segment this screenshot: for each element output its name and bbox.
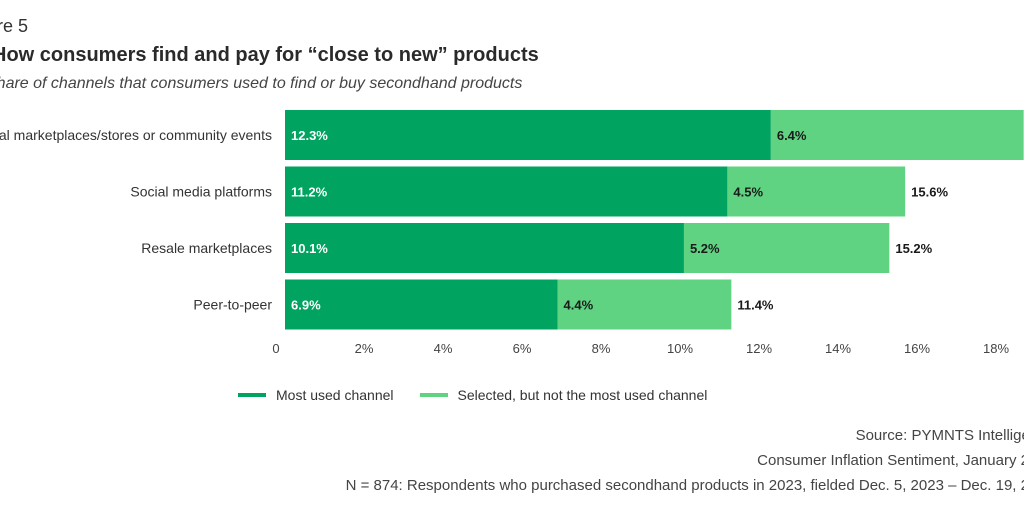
legend-label-most-used: Most used channel	[276, 387, 394, 403]
legend-swatch-most-used	[238, 393, 266, 397]
bar-chart: Local marketplaces/stores or community e…	[0, 110, 1024, 356]
category-label: Social media platforms	[130, 184, 272, 200]
total-label: 15.2%	[895, 241, 932, 256]
x-tick-label: 10%	[667, 341, 693, 356]
data-label: 11.2%	[291, 185, 328, 200]
x-tick-label: 18%	[983, 341, 1009, 356]
x-tick-label: 8%	[592, 341, 611, 356]
source-line-3: N = 874: Respondents who purchased secon…	[345, 477, 1024, 494]
source-line-1: Source: PYMNTS Intelligence	[855, 427, 1024, 444]
data-label: 6.4%	[777, 128, 807, 143]
data-label: 6.9%	[291, 298, 321, 313]
bar-most-used	[285, 110, 771, 160]
chart-legend: Most used channel Selected, but not the …	[238, 387, 707, 403]
bar-most-used	[285, 223, 684, 273]
data-label: 4.4%	[564, 298, 594, 313]
data-label: 12.3%	[291, 128, 328, 143]
x-tick-label: 2%	[355, 341, 374, 356]
source-line-2: Consumer Inflation Sentiment, January 20…	[757, 452, 1024, 469]
total-label: 11.4%	[737, 298, 774, 313]
x-tick-label: 12%	[746, 341, 772, 356]
bar-selected	[683, 223, 890, 273]
x-tick-label: 6%	[513, 341, 532, 356]
legend-label-selected: Selected, but not the most used channel	[457, 387, 708, 403]
legend-item-most-used: Most used channel	[238, 387, 394, 403]
data-label: 10.1%	[291, 241, 328, 256]
total-label: 15.6%	[911, 185, 948, 200]
data-label: 4.5%	[733, 185, 763, 200]
category-label: Local marketplaces/stores or community e…	[0, 127, 272, 143]
legend-item-selected: Selected, but not the most used channel	[419, 387, 708, 403]
category-label: Resale marketplaces	[141, 240, 272, 256]
legend-swatch-selected	[419, 393, 448, 397]
x-tick-label: 16%	[904, 341, 930, 356]
bar-selected	[770, 110, 1024, 160]
data-label: 5.2%	[690, 241, 720, 256]
bar-selected	[727, 166, 906, 217]
bar-most-used	[285, 279, 558, 330]
x-tick-label: 0	[272, 341, 279, 356]
x-tick-label: 4%	[434, 341, 453, 356]
chart-subtitle: Share of channels that consumers used to…	[0, 75, 523, 92]
bar-selected	[557, 279, 732, 330]
x-tick-label: 14%	[825, 341, 851, 356]
figure-label: Figure 5	[0, 16, 29, 36]
category-label: Peer-to-peer	[193, 297, 272, 313]
bar-most-used	[285, 166, 728, 217]
chart-title: How consumers find and pay for “close to…	[0, 44, 539, 66]
